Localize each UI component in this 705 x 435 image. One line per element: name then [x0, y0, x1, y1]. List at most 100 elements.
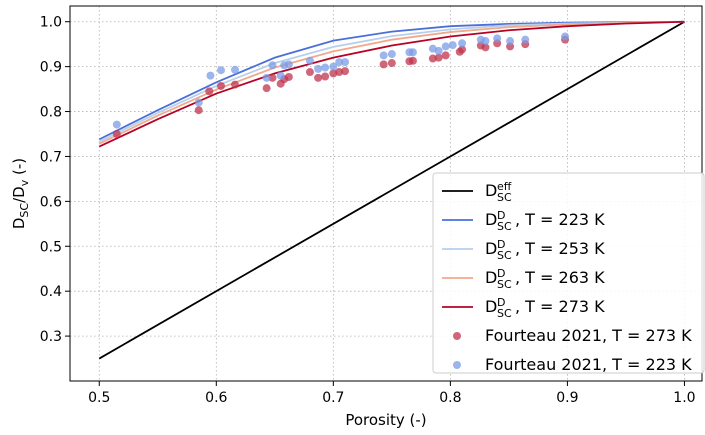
legend-label-sup: D [497, 209, 505, 222]
series-6-point [321, 63, 330, 72]
series-5-point [379, 60, 388, 69]
legend-label-main: D [485, 210, 497, 229]
legend-label-sub: SC [497, 191, 512, 204]
series-6-point [206, 71, 215, 80]
legend-label: D [485, 210, 497, 229]
legend-label-main: D [485, 239, 497, 258]
series-6-point [481, 37, 490, 46]
x-tick-label: 0.9 [556, 390, 578, 406]
y-tick-label: 0.4 [40, 284, 62, 300]
y-axis-label-sub1: SC [18, 203, 31, 218]
series-5-point [205, 87, 214, 96]
y-tick-label: 0.5 [40, 239, 62, 255]
y-axis-label-sep: /D [10, 186, 28, 203]
legend-swatch-marker [453, 361, 461, 369]
legend-label: D [485, 239, 497, 258]
legend-label-sub: SC [497, 307, 512, 320]
series-5-point [335, 68, 344, 77]
legend-label-sub: SC [497, 220, 512, 233]
series-5-point [194, 106, 203, 115]
y-tick-label: 0.7 [40, 149, 62, 165]
series-6-point [284, 60, 293, 69]
legend-label-sup: D [497, 267, 505, 280]
series-5-point [305, 68, 314, 77]
legend-label-main: D [485, 268, 497, 287]
series-6-point [561, 32, 570, 41]
x-tick-label: 1.0 [673, 390, 695, 406]
y-tick-label: 0.6 [40, 194, 62, 210]
y-tick-label: 1.0 [40, 15, 62, 31]
series-5-point [481, 43, 490, 52]
x-tick-label: 0.8 [439, 390, 461, 406]
legend-label-main: D [485, 297, 497, 316]
series-6-point [379, 51, 388, 60]
series-6-point [448, 41, 457, 50]
series-5-point [341, 67, 350, 76]
series-6-point [112, 120, 121, 129]
series-6-point [441, 42, 450, 51]
series-6-point [335, 58, 344, 67]
series-6-point [408, 48, 417, 57]
legend-label: D [485, 297, 497, 316]
series-5-point [262, 84, 271, 93]
x-tick-label: 0.7 [322, 390, 344, 406]
legend-label: D [485, 268, 497, 287]
series-6-point [434, 46, 443, 55]
y-axis: 0.3 0.4 0.5 0.6 0.7 0.8 0.9 1.0 [40, 15, 70, 345]
series-5-point [216, 81, 225, 90]
x-tick-label: 0.6 [205, 390, 227, 406]
series-6-point [194, 98, 203, 107]
y-axis-label-unit: (-) [10, 158, 28, 180]
series-line-3 [98, 20, 685, 145]
series-6-point [305, 56, 314, 65]
y-axis-label-main: D [10, 218, 28, 230]
series-5-point [428, 54, 437, 63]
series-6-point [506, 37, 515, 46]
legend-label-sup: eff [497, 180, 512, 193]
series-6-point [341, 58, 350, 67]
x-axis-label: Porosity (-) [345, 411, 426, 429]
legend-label-sup: D [497, 238, 505, 251]
legend-label-main: D [485, 181, 497, 200]
series-6-point [262, 73, 271, 82]
legend-label-rest: , T = 253 K [515, 239, 605, 258]
x-axis: 0.5 0.6 0.7 0.8 0.9 1.0 [88, 381, 696, 406]
series-6-point [329, 62, 338, 71]
legend-label-sup: D [497, 296, 505, 309]
series-6-point [314, 64, 323, 73]
legend-label: Fourteau 2021, T = 273 K [485, 326, 692, 345]
series-6-point [276, 71, 285, 80]
legend-label-main: Fourteau 2021, T = 223 K [485, 355, 692, 374]
series-5-point [458, 45, 467, 54]
series-5-point [112, 129, 121, 138]
y-tick-label: 0.3 [40, 329, 62, 345]
series-5-point [268, 73, 277, 82]
series-6-point [493, 34, 502, 43]
series-group [98, 20, 685, 360]
series-line-0 [98, 20, 685, 360]
series-6-point [458, 39, 467, 48]
x-tick-label: 0.5 [88, 390, 110, 406]
legend-label: D [485, 181, 497, 200]
y-axis-label-sub2: v [18, 179, 31, 186]
series-6-point [231, 65, 240, 74]
legend-swatch-marker [453, 332, 461, 340]
series-6-point [521, 35, 530, 44]
series-5-point [434, 53, 443, 62]
y-axis-label: DSC/Dv (-) [10, 158, 31, 229]
series-6-point [216, 66, 225, 75]
series-5-point [408, 56, 417, 65]
legend-box [432, 172, 705, 374]
legend-label-rest: , T = 273 K [515, 297, 605, 316]
legend-label-sub: SC [497, 249, 512, 262]
legend-label-rest: , T = 263 K [515, 268, 605, 287]
y-tick-label: 0.8 [40, 105, 62, 121]
legend-label-main: Fourteau 2021, T = 273 K [485, 326, 692, 345]
series-6-point [268, 61, 277, 70]
series-5-point [387, 59, 396, 68]
series-5-point [321, 72, 330, 81]
legend-label-rest: , T = 223 K [515, 210, 605, 229]
series-5-point [284, 72, 293, 81]
